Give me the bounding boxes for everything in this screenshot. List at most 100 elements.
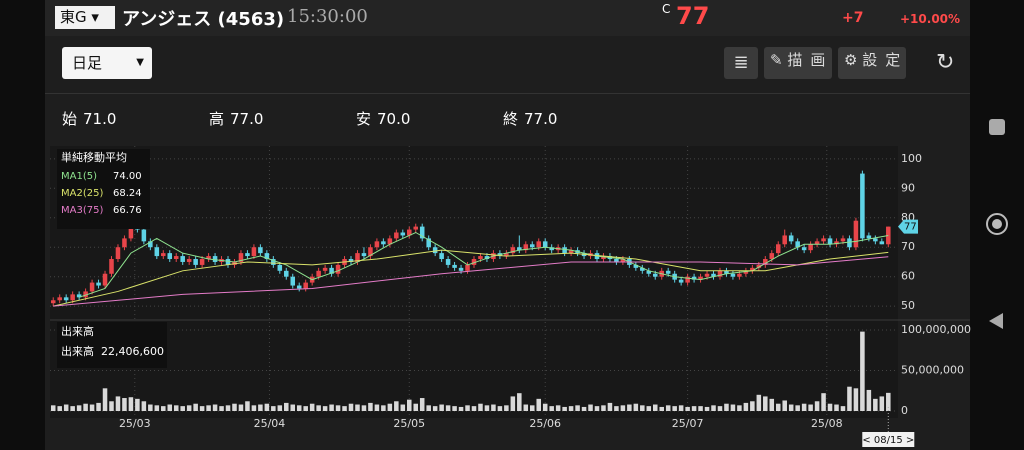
candle-body: [284, 270, 289, 277]
legend-title: 単純移動平均: [61, 150, 127, 164]
candle-body: [549, 247, 554, 251]
volume-bar: [568, 406, 574, 411]
candle-body: [76, 294, 82, 298]
volume-bar: [50, 405, 56, 411]
divider: [45, 93, 970, 94]
candle-body: [698, 276, 703, 280]
stat-label: 始: [62, 110, 78, 128]
volume-bar: [478, 403, 483, 411]
candle-body: [484, 256, 490, 260]
candle-body: [795, 241, 800, 248]
volume-bar: [322, 406, 328, 411]
candle-body: [866, 235, 872, 239]
y-tick-label: 60: [901, 270, 915, 283]
candle-body: [568, 250, 574, 254]
candle-body: [640, 267, 645, 271]
candle-body: [115, 247, 121, 260]
volume-bar: [419, 398, 425, 411]
candle-body: [387, 238, 393, 245]
candle-body: [161, 253, 166, 257]
volume-bar: [484, 405, 490, 411]
recents-button[interactable]: [989, 119, 1005, 135]
volume-bar: [640, 405, 645, 411]
volume-bar: [834, 404, 839, 411]
candle-body: [704, 273, 710, 277]
volume-bar: [620, 405, 626, 411]
candle-body: [271, 259, 276, 265]
volume-bar: [685, 406, 690, 411]
legend-name: MA2(25): [61, 188, 103, 199]
volume-bar: [860, 331, 865, 411]
back-button[interactable]: [989, 313, 1003, 329]
x-tick-label: 25/07: [672, 417, 704, 430]
candle-body: [102, 273, 108, 286]
home-button[interactable]: [986, 213, 1008, 235]
volume-bar: [290, 404, 296, 411]
volume-bar: [212, 404, 218, 411]
volume-bar: [704, 406, 710, 411]
candle-body: [374, 241, 380, 248]
volume-bar: [407, 399, 412, 411]
volume-bar: [452, 406, 457, 411]
cursor-date: < 08/15 >: [862, 435, 914, 446]
candle-body: [245, 253, 250, 257]
volume-bar: [284, 402, 289, 411]
volume-bar: [439, 404, 444, 411]
volume-bar: [258, 404, 263, 411]
candle-body: [122, 238, 127, 248]
candle-body: [717, 270, 723, 277]
draw-button[interactable]: ✎ 描画: [764, 47, 832, 79]
candle-body: [180, 256, 185, 262]
plot-area: [50, 146, 898, 418]
candle-body: [407, 229, 412, 236]
volume-label: 出来高: [61, 344, 94, 358]
change: +7: [842, 10, 864, 26]
volume-bar: [756, 394, 762, 411]
volume-bar: [614, 406, 619, 411]
list-button[interactable]: ≣: [724, 47, 758, 79]
volume-bar: [206, 405, 211, 411]
volume-bar: [814, 401, 820, 411]
volume-bar: [717, 406, 723, 411]
candle-body: [808, 244, 813, 251]
stat: 終 77.0: [503, 108, 557, 129]
volume-bar: [840, 406, 846, 411]
market: 東G: [60, 8, 87, 26]
cursor-date-box: [862, 432, 915, 447]
period-select[interactable]: 日足 ▼: [62, 47, 152, 79]
candle-body: [504, 253, 509, 257]
candle-body: [329, 267, 334, 274]
candle-body: [173, 256, 179, 260]
market-select[interactable]: 東G ▾: [55, 6, 115, 29]
volume-bar: [782, 400, 787, 411]
volume-bar: [588, 404, 593, 411]
stat-label: 高: [209, 110, 225, 128]
volume-bar: [89, 404, 95, 411]
candle-body: [445, 259, 451, 265]
stat-value: 71.0: [83, 110, 117, 128]
candle-body: [685, 276, 690, 283]
x-tick-label: 25/08: [811, 417, 843, 430]
volume-bar: [109, 401, 114, 411]
volume-bar: [193, 403, 198, 411]
volume-bar: [659, 406, 664, 411]
volume-bar: [678, 405, 684, 411]
refresh-button[interactable]: ↻: [936, 50, 955, 75]
volume-bar: [381, 405, 386, 411]
volume-bar: [122, 398, 127, 411]
candle-body: [646, 270, 652, 274]
volume-bar: [737, 405, 742, 411]
settings-button[interactable]: ⚙ 設定: [838, 47, 906, 79]
volume-bar: [775, 403, 781, 411]
legend-value: 66.76: [113, 205, 142, 216]
volume-bar: [316, 405, 321, 411]
volume-bar: [886, 392, 891, 411]
candle-body: [542, 241, 548, 248]
volume-bar: [251, 405, 257, 411]
candle-body: [381, 241, 386, 245]
candle-body: [860, 173, 865, 239]
candle-body: [316, 270, 321, 277]
volume-bar: [180, 406, 185, 411]
volume-bar: [510, 396, 516, 411]
candle-body: [834, 241, 839, 245]
